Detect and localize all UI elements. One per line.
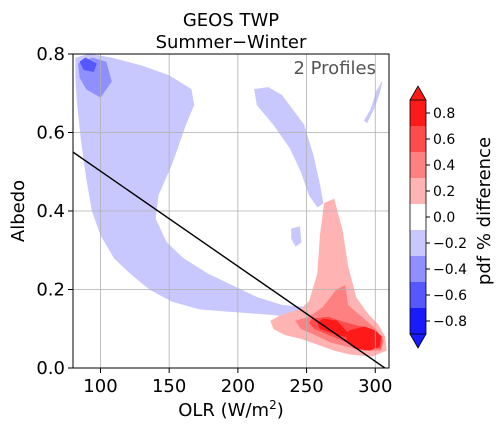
- x-axis-label-superscript: 2: [269, 398, 277, 412]
- colorbar-tick-label: 0.6: [433, 132, 455, 148]
- x-tick-label: 150: [152, 376, 186, 397]
- colorbar-segment: [410, 256, 426, 282]
- chart-title-line-1: GEOS TWP: [183, 10, 279, 31]
- y-tick-label: 0.4: [36, 201, 65, 222]
- contour-region-5: [291, 226, 302, 247]
- colorbar-tick-label: −0.8: [433, 314, 467, 330]
- colorbar: 0.8 0.6 0.4 0.2 0.0 −0.2 −0.4 −0.6 −0.8: [409, 85, 467, 349]
- colorbar-segment: [410, 230, 426, 256]
- x-axis-label-text: OLR (W/m: [178, 400, 269, 421]
- colorbar-segment: [410, 100, 426, 126]
- colorbar-label: pdf % difference: [474, 137, 495, 285]
- colorbar-tick-label: −0.2: [433, 236, 467, 252]
- colorbar-tick-label: −0.6: [433, 288, 467, 304]
- chart-title-line-2: Summer−Winter: [156, 32, 307, 53]
- colorbar-segment: [410, 282, 426, 308]
- contour-region-9: [317, 318, 349, 337]
- contour-region-3: [79, 57, 97, 73]
- x-tick-label: 250: [289, 376, 323, 397]
- colorbar-segment: [410, 204, 426, 230]
- colorbar-extend-bottom: [409, 333, 427, 349]
- y-tick-label: 0.8: [36, 44, 65, 65]
- colorbar-tick-label: −0.4: [433, 262, 467, 278]
- colorbar-segment: [410, 126, 426, 152]
- x-axis-label-close: ): [277, 400, 284, 421]
- contour-region-10: [346, 326, 382, 351]
- colorbar-tick-label: 0.2: [433, 184, 455, 200]
- colorbar-tick-label: 0.8: [433, 106, 455, 122]
- x-axis-ticks: 100 150 200 250 300: [83, 368, 392, 397]
- x-tick-label: 100: [83, 376, 117, 397]
- y-tick-label: 0.0: [36, 358, 65, 379]
- plot-area: [72, 53, 390, 369]
- regression-line-group: [73, 151, 386, 368]
- y-axis-label: Albedo: [8, 180, 29, 242]
- y-tick-label: 0.2: [36, 280, 65, 301]
- colorbar-segment: [410, 178, 426, 204]
- x-tick-label: 300: [358, 376, 392, 397]
- colorbar-extend-top: [409, 85, 427, 101]
- regression-line: [73, 151, 386, 368]
- colorbar-segment: [410, 308, 426, 334]
- y-tick-label: 0.6: [36, 123, 65, 144]
- x-axis-label: OLR (W/m2): [178, 398, 284, 421]
- contour-region-4: [254, 87, 324, 208]
- x-tick-label: 200: [221, 376, 255, 397]
- colorbar-segment: [410, 152, 426, 178]
- colorbar-tick-label: 0.4: [433, 158, 455, 174]
- colorbar-tick-label: 0.0: [433, 210, 455, 226]
- contour-region-1: [363, 81, 383, 124]
- y-axis-ticks: 0.0 0.2 0.4 0.6 0.8: [36, 44, 73, 379]
- contour-regions: [75, 54, 387, 357]
- profiles-annotation: 2 Profiles: [293, 58, 376, 79]
